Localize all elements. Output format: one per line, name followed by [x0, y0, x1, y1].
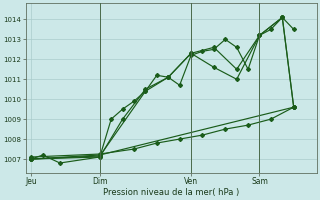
- X-axis label: Pression niveau de la mer( hPa ): Pression niveau de la mer( hPa ): [103, 188, 239, 197]
